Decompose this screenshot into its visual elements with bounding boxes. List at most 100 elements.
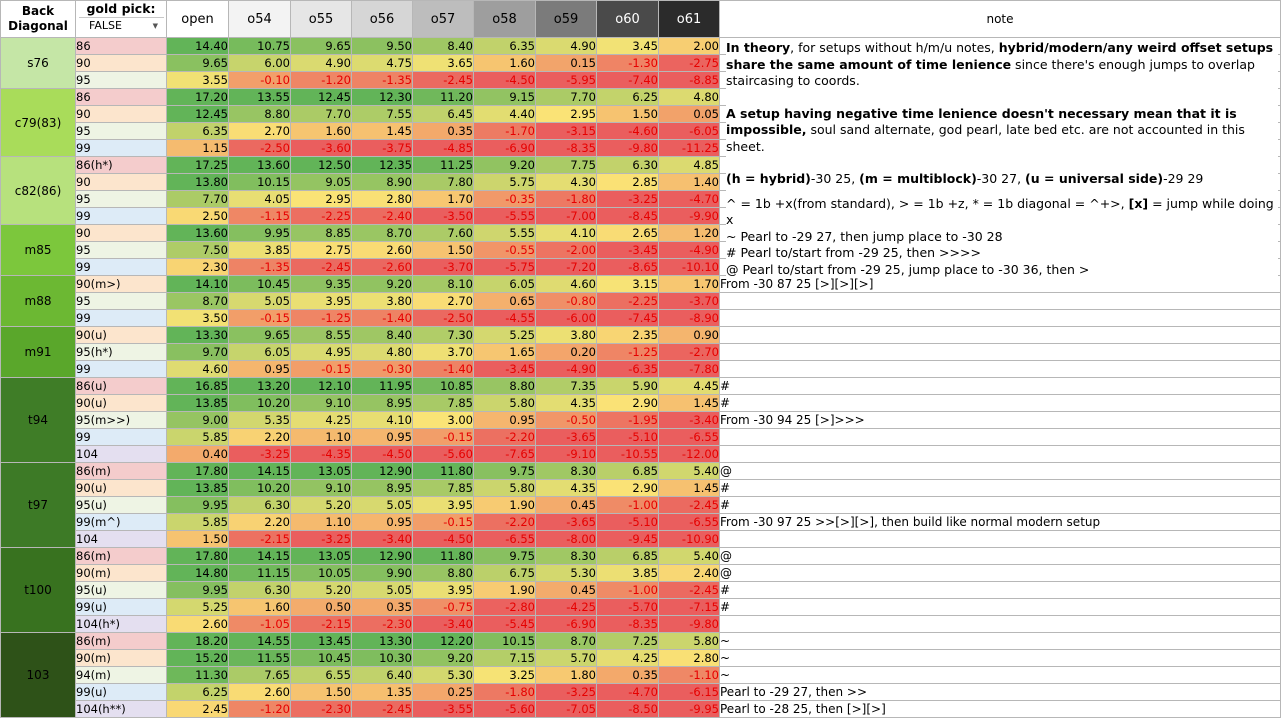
value-cell: 2.80 bbox=[351, 190, 413, 208]
value-cell: 2.45 bbox=[166, 700, 229, 718]
notes-block: In theory, for setups without h/m/u note… bbox=[726, 40, 1278, 278]
value-cell: 8.95 bbox=[351, 394, 413, 412]
value-cell: -2.15 bbox=[290, 615, 352, 633]
value-cell: -5.10 bbox=[596, 428, 659, 446]
gold-pick-dropdown[interactable]: FALSE ▼ bbox=[79, 17, 164, 34]
row-label: 90(u) bbox=[75, 326, 167, 344]
value-cell: 17.80 bbox=[166, 462, 229, 480]
value-cell: 9.70 bbox=[166, 343, 229, 361]
value-cell: 9.10 bbox=[290, 479, 352, 497]
value-cell: -8.35 bbox=[596, 615, 659, 633]
gold-pick-value: FALSE bbox=[89, 19, 122, 32]
value-cell: 0.95 bbox=[228, 360, 291, 378]
value-cell: 0.20 bbox=[535, 343, 597, 361]
value-cell: 2.70 bbox=[228, 122, 291, 140]
column-header-o60: o60 bbox=[596, 0, 659, 38]
value-cell: 14.55 bbox=[228, 632, 291, 650]
value-cell: -3.25 bbox=[596, 190, 659, 208]
value-cell: 9.95 bbox=[166, 581, 229, 599]
value-cell: 13.05 bbox=[290, 547, 352, 565]
value-cell: 12.45 bbox=[166, 105, 229, 123]
value-cell: 6.30 bbox=[596, 156, 659, 174]
value-cell: 8.70 bbox=[166, 292, 229, 310]
value-cell: -3.75 bbox=[351, 139, 413, 157]
value-cell: 0.65 bbox=[473, 292, 536, 310]
value-cell: 4.80 bbox=[658, 88, 720, 106]
value-cell: -2.45 bbox=[658, 496, 720, 514]
value-cell: 8.30 bbox=[535, 462, 597, 480]
value-cell: -6.90 bbox=[535, 615, 597, 633]
value-cell: -8.85 bbox=[658, 71, 720, 89]
group-label: t94 bbox=[0, 377, 76, 463]
value-cell: 3.25 bbox=[473, 666, 536, 684]
value-cell: 9.00 bbox=[166, 411, 229, 429]
value-cell: -2.45 bbox=[658, 581, 720, 599]
value-cell: 9.05 bbox=[290, 173, 352, 191]
value-cell: 4.60 bbox=[535, 275, 597, 293]
value-cell: -1.10 bbox=[658, 666, 720, 684]
value-cell: 6.35 bbox=[166, 122, 229, 140]
value-cell: 13.85 bbox=[166, 479, 229, 497]
value-cell: 2.50 bbox=[166, 207, 229, 225]
table-row: 90(u) 13.85 10.20 9.10 8.95 7.85 5.80 4.35 2.90 1… bbox=[1, 479, 1281, 497]
value-cell: -2.00 bbox=[535, 241, 597, 259]
value-cell: 17.80 bbox=[166, 547, 229, 565]
row-label: 95(u) bbox=[75, 581, 167, 599]
note-cell bbox=[719, 326, 1281, 344]
group-label: c82(86) bbox=[0, 156, 76, 225]
value-cell: 4.80 bbox=[351, 343, 413, 361]
group-label: t97 bbox=[0, 462, 76, 548]
table-row: 99 4.60 0.95 -0.15 -0.30 -1.40 -3.45 -4.90 -6.35… bbox=[1, 360, 1281, 378]
value-cell: -3.55 bbox=[412, 700, 474, 718]
value-cell: 18.20 bbox=[166, 632, 229, 650]
value-cell: 13.85 bbox=[166, 394, 229, 412]
value-cell: 13.55 bbox=[228, 88, 291, 106]
row-label: 99(u) bbox=[75, 598, 167, 616]
chevron-down-icon: ▼ bbox=[152, 22, 158, 30]
value-cell: 11.80 bbox=[412, 462, 474, 480]
value-cell: -0.75 bbox=[412, 598, 474, 616]
value-cell: 11.20 bbox=[412, 88, 474, 106]
value-cell: 7.65 bbox=[228, 666, 291, 684]
value-cell: 0.35 bbox=[596, 666, 659, 684]
note-cell: ~ bbox=[719, 632, 1281, 650]
value-cell: 2.35 bbox=[596, 326, 659, 344]
value-cell: 2.95 bbox=[290, 190, 352, 208]
value-cell: 2.00 bbox=[658, 37, 720, 55]
value-cell: 2.60 bbox=[351, 241, 413, 259]
row-label: 99 bbox=[75, 139, 167, 157]
table-row: 104 1.50 -2.15 -3.25 -3.40 -4.50 -6.55 -8.00 -9.… bbox=[1, 530, 1281, 548]
note-cell: Pearl to -28 25, then [>][>] bbox=[719, 700, 1281, 718]
value-cell: 7.30 bbox=[412, 326, 474, 344]
row-label: 86 bbox=[75, 37, 167, 55]
value-cell: -2.40 bbox=[351, 207, 413, 225]
value-cell: 0.35 bbox=[412, 122, 474, 140]
value-cell: -8.65 bbox=[596, 258, 659, 276]
value-cell: -4.50 bbox=[412, 530, 474, 548]
value-cell: 2.90 bbox=[596, 394, 659, 412]
note-cell: # bbox=[719, 394, 1281, 412]
row-label: 95 bbox=[75, 122, 167, 140]
value-cell: -2.25 bbox=[596, 292, 659, 310]
value-cell: 12.90 bbox=[351, 462, 413, 480]
column-header-o59: o59 bbox=[535, 0, 597, 38]
value-cell: 9.95 bbox=[166, 496, 229, 514]
value-cell: -5.55 bbox=[473, 207, 536, 225]
note-cell: ~ bbox=[719, 649, 1281, 667]
value-cell: 8.80 bbox=[473, 377, 536, 395]
value-cell: 1.45 bbox=[658, 394, 720, 412]
table-row: 104 0.40 -3.25 -4.35 -4.50 -5.60 -7.65 -9.10 -10… bbox=[1, 445, 1281, 463]
value-cell: 1.65 bbox=[473, 343, 536, 361]
value-cell: 12.20 bbox=[412, 632, 474, 650]
note-cell: # bbox=[719, 377, 1281, 395]
note-cell: @ bbox=[719, 462, 1281, 480]
value-cell: 11.30 bbox=[166, 666, 229, 684]
value-cell: 7.55 bbox=[351, 105, 413, 123]
note-cell bbox=[719, 428, 1281, 446]
value-cell: 17.25 bbox=[166, 156, 229, 174]
table-row: t94 86(u) 16.85 13.20 12.10 11.95 10.85 8.80 7.3… bbox=[0, 377, 1281, 463]
value-cell: -3.45 bbox=[596, 241, 659, 259]
row-label: 99(m^) bbox=[75, 513, 167, 531]
row-label: 90(m) bbox=[75, 564, 167, 582]
column-header-o54: o54 bbox=[228, 0, 291, 38]
